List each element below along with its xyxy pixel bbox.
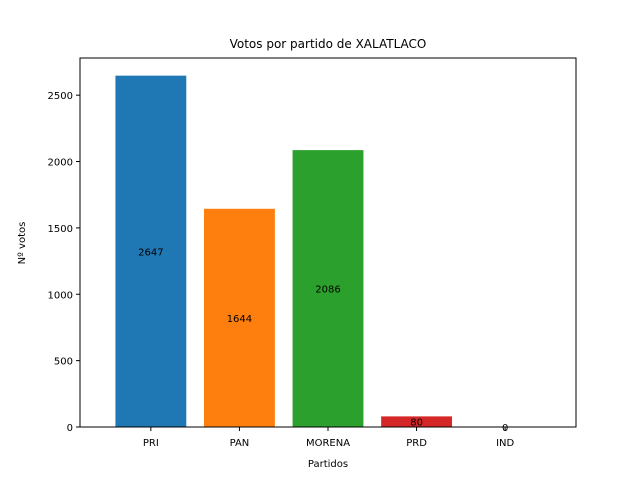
x-tick-label-ind: IND	[496, 438, 514, 449]
bar-pan	[204, 208, 275, 427]
data-label-prd: 80	[410, 418, 423, 429]
y-tick-label-0: 0	[67, 423, 73, 434]
bars-group	[115, 75, 452, 428]
x-tick-label-pri: PRI	[143, 438, 159, 449]
chart-title: Votos por partido de XALATLACO	[230, 37, 427, 51]
y-tick-label-1000: 1000	[48, 290, 73, 301]
data-label-pan: 1644	[227, 314, 252, 325]
data-label-pri: 2647	[138, 247, 163, 258]
y-tick-label-2000: 2000	[48, 158, 73, 169]
x-axis-label: Partidos	[308, 459, 348, 470]
x-tick-label-pan: PAN	[230, 438, 250, 449]
x-tick-label-morena: MORENA	[306, 438, 350, 449]
y-axis-ticks: 0 500 1000 1500 2000 2500	[48, 91, 80, 434]
y-tick-label-500: 500	[54, 357, 73, 368]
data-label-morena: 2086	[315, 285, 340, 296]
y-axis-label: Nº votos	[17, 222, 28, 265]
plot-frame	[79, 57, 577, 428]
y-tick-label-2500: 2500	[48, 91, 73, 102]
data-labels-group: 2647 1644 2086 80 0	[138, 247, 508, 434]
x-axis-ticks: PRI PAN MORENA PRD IND	[143, 427, 515, 449]
bar-morena	[292, 150, 364, 428]
bar-pri	[115, 75, 187, 427]
y-tick-label-1500: 1500	[48, 224, 73, 235]
bar-prd	[381, 416, 452, 427]
x-tick-label-prd: PRD	[406, 438, 427, 449]
data-label-ind: 0	[502, 423, 508, 434]
